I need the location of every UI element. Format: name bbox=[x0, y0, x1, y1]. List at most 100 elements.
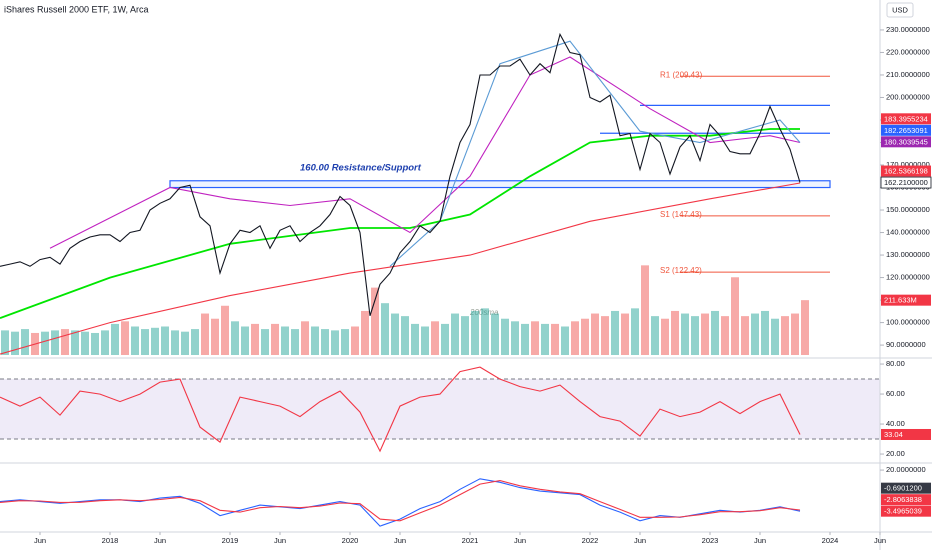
volume-bar bbox=[291, 329, 299, 355]
volume-bar bbox=[371, 287, 379, 355]
volume-bar bbox=[781, 316, 789, 355]
price-marker-label: 33.04 bbox=[884, 430, 903, 439]
x-tick-label: 2020 bbox=[342, 536, 359, 545]
volume-bar bbox=[401, 316, 409, 355]
volume-bar bbox=[631, 308, 639, 355]
volume-bar bbox=[151, 327, 159, 355]
volume-bar bbox=[261, 329, 269, 355]
price-marker-label: 182.2653091 bbox=[884, 126, 928, 135]
volume-bar bbox=[421, 326, 429, 355]
series-line bbox=[0, 480, 801, 522]
x-tick-label: Jun bbox=[874, 536, 886, 545]
volume-bar bbox=[111, 323, 119, 355]
volume-bar bbox=[731, 277, 739, 355]
x-tick-label: Jun bbox=[34, 536, 46, 545]
volume-bar bbox=[331, 330, 339, 355]
price-marker-label: -0.6901200 bbox=[884, 484, 922, 493]
volume-bar bbox=[271, 323, 279, 355]
volume-bar bbox=[61, 329, 69, 355]
volume-bar bbox=[121, 321, 129, 355]
x-tick-label: Jun bbox=[754, 536, 766, 545]
volume-bar bbox=[251, 323, 259, 355]
volume-bar bbox=[711, 310, 719, 355]
y-tick-label: 210.0000000 bbox=[886, 70, 930, 79]
volume-bar bbox=[681, 313, 689, 355]
volume-bar bbox=[21, 329, 29, 355]
pivot-label: S2 (122.42) bbox=[660, 266, 702, 275]
volume-bar bbox=[571, 321, 579, 355]
volume-bar bbox=[211, 318, 219, 355]
volume-bar bbox=[181, 331, 189, 355]
y-tick-label: 120.0000000 bbox=[886, 273, 930, 282]
volume-bar bbox=[691, 316, 699, 355]
price-marker bbox=[881, 494, 931, 506]
volume-bar bbox=[51, 330, 59, 355]
volume-bar bbox=[301, 321, 309, 355]
currency-button[interactable] bbox=[886, 2, 914, 18]
series-line bbox=[389, 40, 801, 267]
series-line bbox=[0, 32, 801, 316]
pivot-label: R1 (209.43) bbox=[660, 70, 703, 79]
volume-bar bbox=[171, 330, 179, 355]
y-tick-label: 20.0000000 bbox=[886, 465, 926, 474]
volume-bar bbox=[281, 326, 289, 355]
volume-bar bbox=[391, 313, 399, 355]
volume-bar bbox=[381, 303, 389, 355]
volume-bar bbox=[411, 323, 419, 355]
price-marker-label: -3.4965039 bbox=[884, 507, 922, 516]
volume-bar bbox=[551, 323, 559, 355]
volume-bar bbox=[1, 330, 9, 355]
volume-bar bbox=[801, 300, 809, 355]
volume-bar bbox=[231, 321, 239, 355]
volume-bar bbox=[41, 331, 49, 355]
volume-bar bbox=[321, 329, 329, 355]
volume-bar bbox=[431, 321, 439, 355]
price-marker bbox=[881, 136, 931, 148]
volume-bar bbox=[481, 308, 489, 355]
y-tick-label: 130.0000000 bbox=[886, 250, 930, 259]
x-tick-label: Jun bbox=[154, 536, 166, 545]
series-line bbox=[0, 366, 801, 453]
price-marker bbox=[881, 124, 931, 136]
volume-bar bbox=[741, 316, 749, 355]
price-marker bbox=[881, 294, 931, 306]
volume-bar bbox=[361, 310, 369, 355]
y-tick-label: 200.0000000 bbox=[886, 92, 930, 101]
x-tick-label: 2022 bbox=[582, 536, 599, 545]
x-tick-label: 2024 bbox=[822, 536, 839, 545]
volume-bar bbox=[621, 313, 629, 355]
volume-bar bbox=[91, 332, 99, 355]
volume-bar bbox=[521, 323, 529, 355]
volume-bar bbox=[561, 326, 569, 355]
volume-bar bbox=[451, 313, 459, 355]
x-tick-label: 2019 bbox=[222, 536, 239, 545]
volume-bar bbox=[591, 313, 599, 355]
volume-bar bbox=[11, 331, 19, 355]
volume-bar bbox=[581, 318, 589, 355]
volume-bar bbox=[501, 318, 509, 355]
price-marker bbox=[881, 113, 931, 125]
price-marker-label: 162.2100000 bbox=[884, 178, 928, 187]
chart-title: iShares Russell 2000 ETF, 1W, Arca bbox=[4, 4, 149, 14]
x-tick-label: Jun bbox=[274, 536, 286, 545]
y-tick-label: 220.0000000 bbox=[886, 47, 930, 56]
volume-bar bbox=[131, 326, 139, 355]
volume-bar bbox=[351, 326, 359, 355]
y-tick-label: 90.0000000 bbox=[886, 340, 926, 349]
series-line bbox=[0, 128, 800, 319]
volume-bar bbox=[311, 326, 319, 355]
x-tick-label: 2021 bbox=[462, 536, 479, 545]
currency[interactable]: USD bbox=[892, 5, 908, 14]
price-marker-label: 183.3955234 bbox=[884, 114, 928, 123]
volume-bar bbox=[221, 305, 229, 355]
x-tick-label: Jun bbox=[394, 536, 406, 545]
volume-bar bbox=[341, 329, 349, 355]
volume-bar bbox=[101, 330, 109, 355]
x-tick-label: Jun bbox=[634, 536, 646, 545]
plot-area: 160.00 Resistance/Support R1 (209.43) S1 (… bbox=[0, 32, 880, 527]
volume-bar bbox=[71, 330, 79, 355]
x-tick-label: 2018 bbox=[102, 536, 119, 545]
volume-bar bbox=[81, 331, 89, 355]
y-tick-label: 150.0000000 bbox=[886, 205, 930, 214]
